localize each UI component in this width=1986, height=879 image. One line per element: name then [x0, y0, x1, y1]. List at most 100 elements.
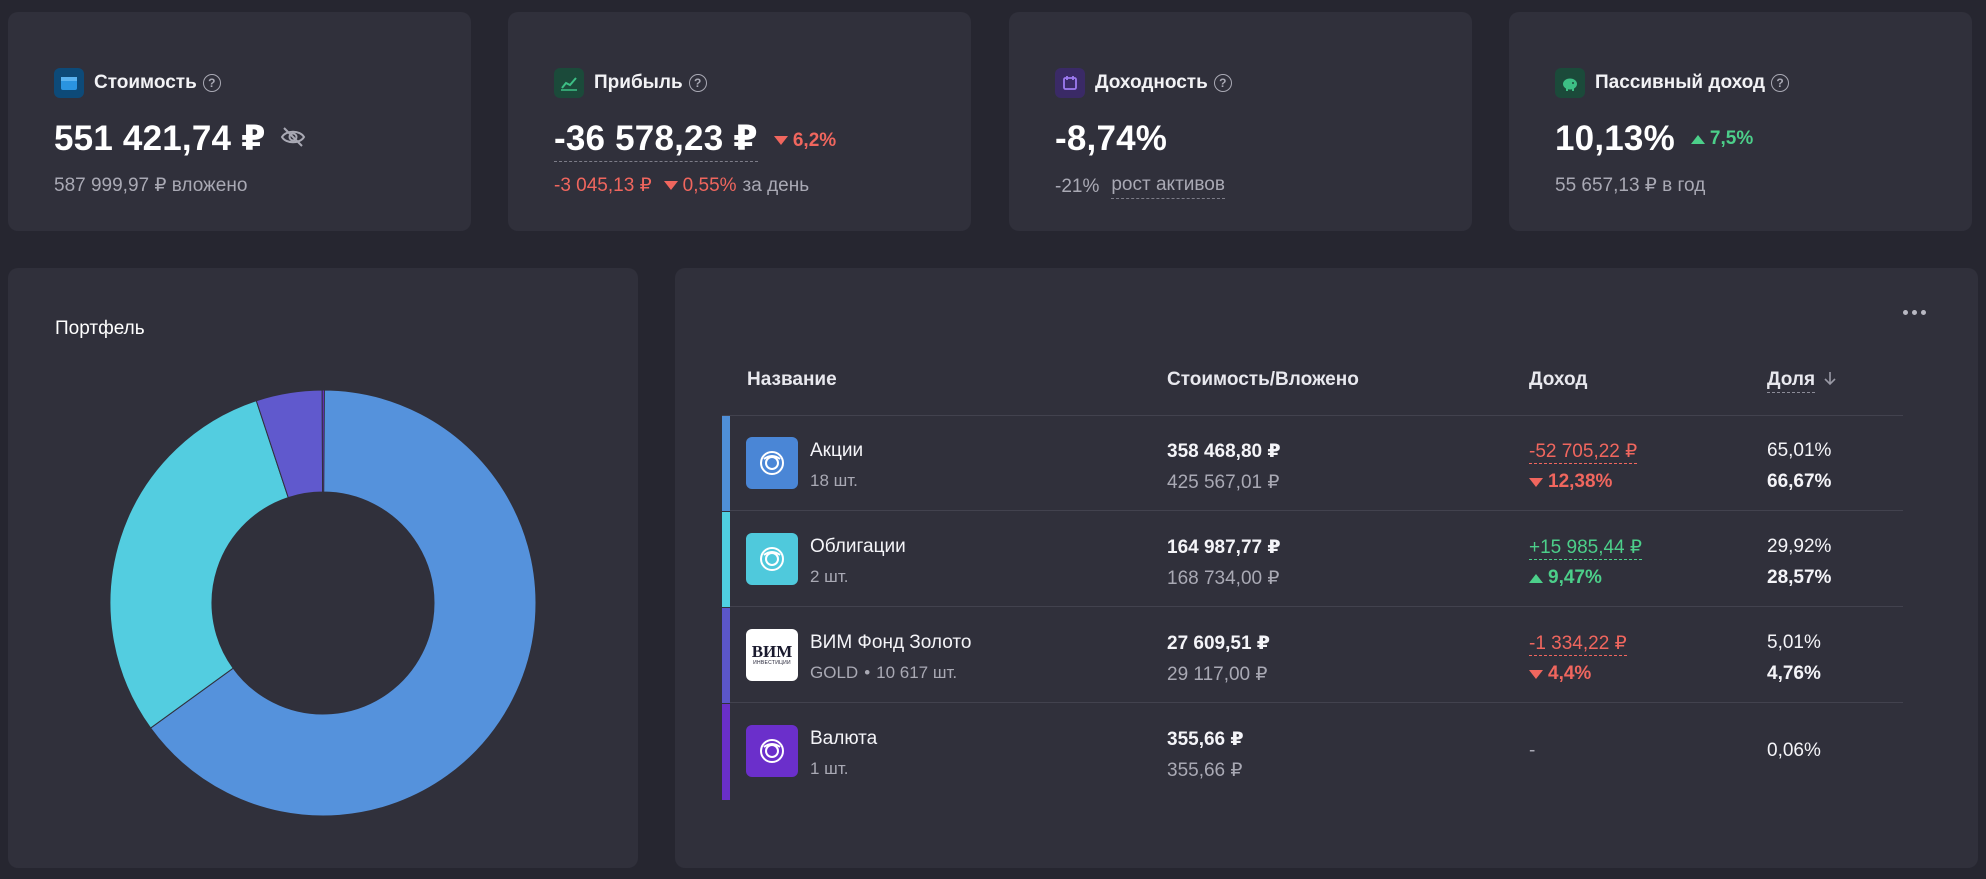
asset-share-invested: 28,57% — [1767, 567, 1832, 588]
kpi-title: Стоимость — [94, 72, 197, 93]
category-color-bar — [722, 512, 730, 607]
kpi-day-suffix: за день — [742, 174, 810, 196]
arrow-down-icon — [1529, 477, 1543, 487]
donut-slice-3[interactable] — [321, 389, 325, 493]
table-row[interactable]: Облигации 2 шт. 164 987,77 ₽ 168 734,00 … — [722, 512, 1903, 607]
bonds-logo-icon — [746, 533, 798, 585]
asset-quantity: 1 шт. — [810, 759, 849, 778]
asset-value: 355,66 ₽ — [1167, 729, 1244, 750]
kpi-title: Прибыль — [594, 72, 683, 93]
kpi-invested: 587 999,97 ₽ вложено — [54, 175, 248, 196]
asset-share: 5,01% — [1767, 632, 1821, 653]
asset-income: - — [1529, 740, 1536, 761]
kpi-change-value: 7,5% — [1709, 128, 1754, 149]
asset-income-pct: 9,47% — [1529, 567, 1602, 589]
asset-name[interactable]: Облигации — [810, 536, 906, 557]
kpi-change: 7,5% — [1690, 128, 1754, 150]
asset-income-pct-value: 12,38% — [1548, 471, 1613, 492]
header-divider — [722, 415, 1903, 416]
piggy-bank-icon — [1555, 68, 1585, 98]
kpi-change: 6,2% — [773, 129, 837, 152]
kpi-day-change-value: 0,55% — [682, 174, 737, 196]
vim-logo-subtext: ИНВЕСТИЦИИ — [753, 660, 791, 666]
asset-name[interactable]: Акции — [810, 440, 864, 461]
asset-invested: 355,66 ₽ — [1167, 760, 1243, 781]
portfolio-table-card: Название Стоимость/Вложено Доход Доля Ак… — [675, 268, 1978, 868]
asset-invested: 168 734,00 ₽ — [1167, 568, 1280, 589]
asset-value: 164 987,77 ₽ — [1167, 537, 1281, 558]
kpi-day-change: 0,55% — [663, 174, 737, 197]
kpi-day-amount: -3 045,13 ₽ — [554, 175, 652, 196]
category-color-bar — [722, 704, 730, 800]
category-color-bar — [722, 608, 730, 703]
help-icon[interactable]: ? — [1771, 74, 1790, 92]
kpi-title: Доходность — [1095, 72, 1208, 93]
portfolio-title: Портфель — [55, 318, 145, 339]
asset-meta: GOLD • 10 617 шт. — [810, 663, 958, 682]
arrow-down-icon — [773, 136, 788, 145]
asset-quantity: 10 617 шт. — [876, 663, 958, 682]
asset-share: 65,01% — [1767, 440, 1832, 461]
asset-income[interactable]: +15 985,44 ₽ — [1529, 537, 1642, 560]
column-header-share-label: Доля — [1767, 369, 1816, 393]
vim-logo: ВИМ ИНВЕСТИЦИИ — [746, 629, 798, 681]
donut-slice-0[interactable] — [149, 389, 537, 817]
help-icon[interactable]: ? — [688, 74, 707, 92]
column-header-value[interactable]: Стоимость/Вложено — [1167, 369, 1359, 390]
asset-share: 29,92% — [1767, 536, 1832, 557]
calendar-icon — [1055, 68, 1085, 98]
kpi-card-profit: Прибыль ? -36 578,23 ₽ 6,2% -3 045,13 ₽ … — [508, 12, 971, 231]
asset-value: 358 468,80 ₽ — [1167, 441, 1281, 462]
kpi-growth-value: -21% — [1055, 175, 1100, 197]
more-menu-icon[interactable] — [1903, 310, 1926, 315]
column-header-income[interactable]: Доход — [1529, 369, 1588, 390]
kpi-card-value: Стоимость ? 551 421,74 ₽ 587 999,97 ₽ вл… — [8, 12, 471, 231]
wallet-icon — [54, 68, 84, 98]
asset-invested: 425 567,01 ₽ — [1167, 472, 1280, 493]
portfolio-donut-chart — [109, 389, 537, 817]
asset-share: 0,06% — [1767, 740, 1821, 761]
kpi-value: -8,74% — [1055, 119, 1168, 158]
kpi-value: 551 421,74 ₽ — [54, 119, 266, 158]
kpi-title: Пассивный доход — [1595, 72, 1766, 93]
asset-quantity: 2 шт. — [810, 567, 849, 586]
asset-share-invested: 4,76% — [1767, 663, 1821, 684]
arrow-up-icon — [1529, 573, 1543, 583]
kpi-change-value: 6,2% — [792, 129, 837, 151]
stocks-logo-icon — [746, 437, 798, 489]
asset-income[interactable]: -52 705,22 ₽ — [1529, 441, 1638, 464]
kpi-growth-label[interactable]: рост активов — [1111, 174, 1225, 199]
kpi-card-yield: Доходность ? -8,74% -21% рост активов — [1009, 12, 1472, 231]
asset-name[interactable]: Валюта — [810, 728, 878, 749]
help-icon[interactable]: ? — [202, 74, 221, 92]
category-color-bar — [722, 416, 730, 511]
table-row[interactable]: ВИМ ИНВЕСТИЦИИ ВИМ Фонд Золото GOLD • 10 6… — [722, 608, 1903, 703]
vim-logo-text: ВИМ — [751, 642, 793, 661]
column-header-name[interactable]: Название — [747, 369, 837, 390]
asset-value: 27 609,51 ₽ — [1167, 633, 1271, 654]
chart-line-icon — [554, 68, 584, 98]
kpi-per-year: 55 657,13 ₽ в год — [1555, 175, 1706, 196]
kpi-card-passive: Пассивный доход ? 10,13% 7,5% 55 657,13 … — [1509, 12, 1972, 231]
asset-income-pct-value: 4,4% — [1548, 663, 1592, 684]
column-header-share[interactable]: Доля — [1767, 369, 1837, 393]
donut-slice-1[interactable] — [109, 400, 289, 729]
asset-income-pct: 4,4% — [1529, 663, 1591, 685]
asset-ticker: GOLD — [810, 663, 859, 682]
asset-income[interactable]: -1 334,22 ₽ — [1529, 633, 1627, 656]
arrow-up-icon — [1690, 134, 1705, 144]
eye-off-icon[interactable] — [280, 126, 306, 152]
asset-quantity: 18 шт. — [810, 471, 858, 490]
table-row[interactable]: Валюта 1 шт. 355,66 ₽ 355,66 ₽ - 0,06% — [722, 704, 1903, 800]
asset-income-pct-value: 9,47% — [1548, 567, 1602, 588]
asset-invested: 29 117,00 ₽ — [1167, 664, 1268, 685]
arrow-down-icon — [663, 181, 678, 190]
asset-name[interactable]: ВИМ Фонд Золото — [810, 632, 972, 653]
table-row[interactable]: Акции 18 шт. 358 468,80 ₽ 425 567,01 ₽ -… — [722, 416, 1903, 511]
asset-share-invested: 66,67% — [1767, 471, 1832, 492]
kpi-value: 10,13% — [1555, 119, 1675, 158]
help-icon[interactable]: ? — [1213, 74, 1232, 92]
arrow-down-icon — [1529, 669, 1543, 679]
kpi-value[interactable]: -36 578,23 ₽ — [554, 119, 758, 162]
asset-income-pct: 12,38% — [1529, 471, 1612, 493]
